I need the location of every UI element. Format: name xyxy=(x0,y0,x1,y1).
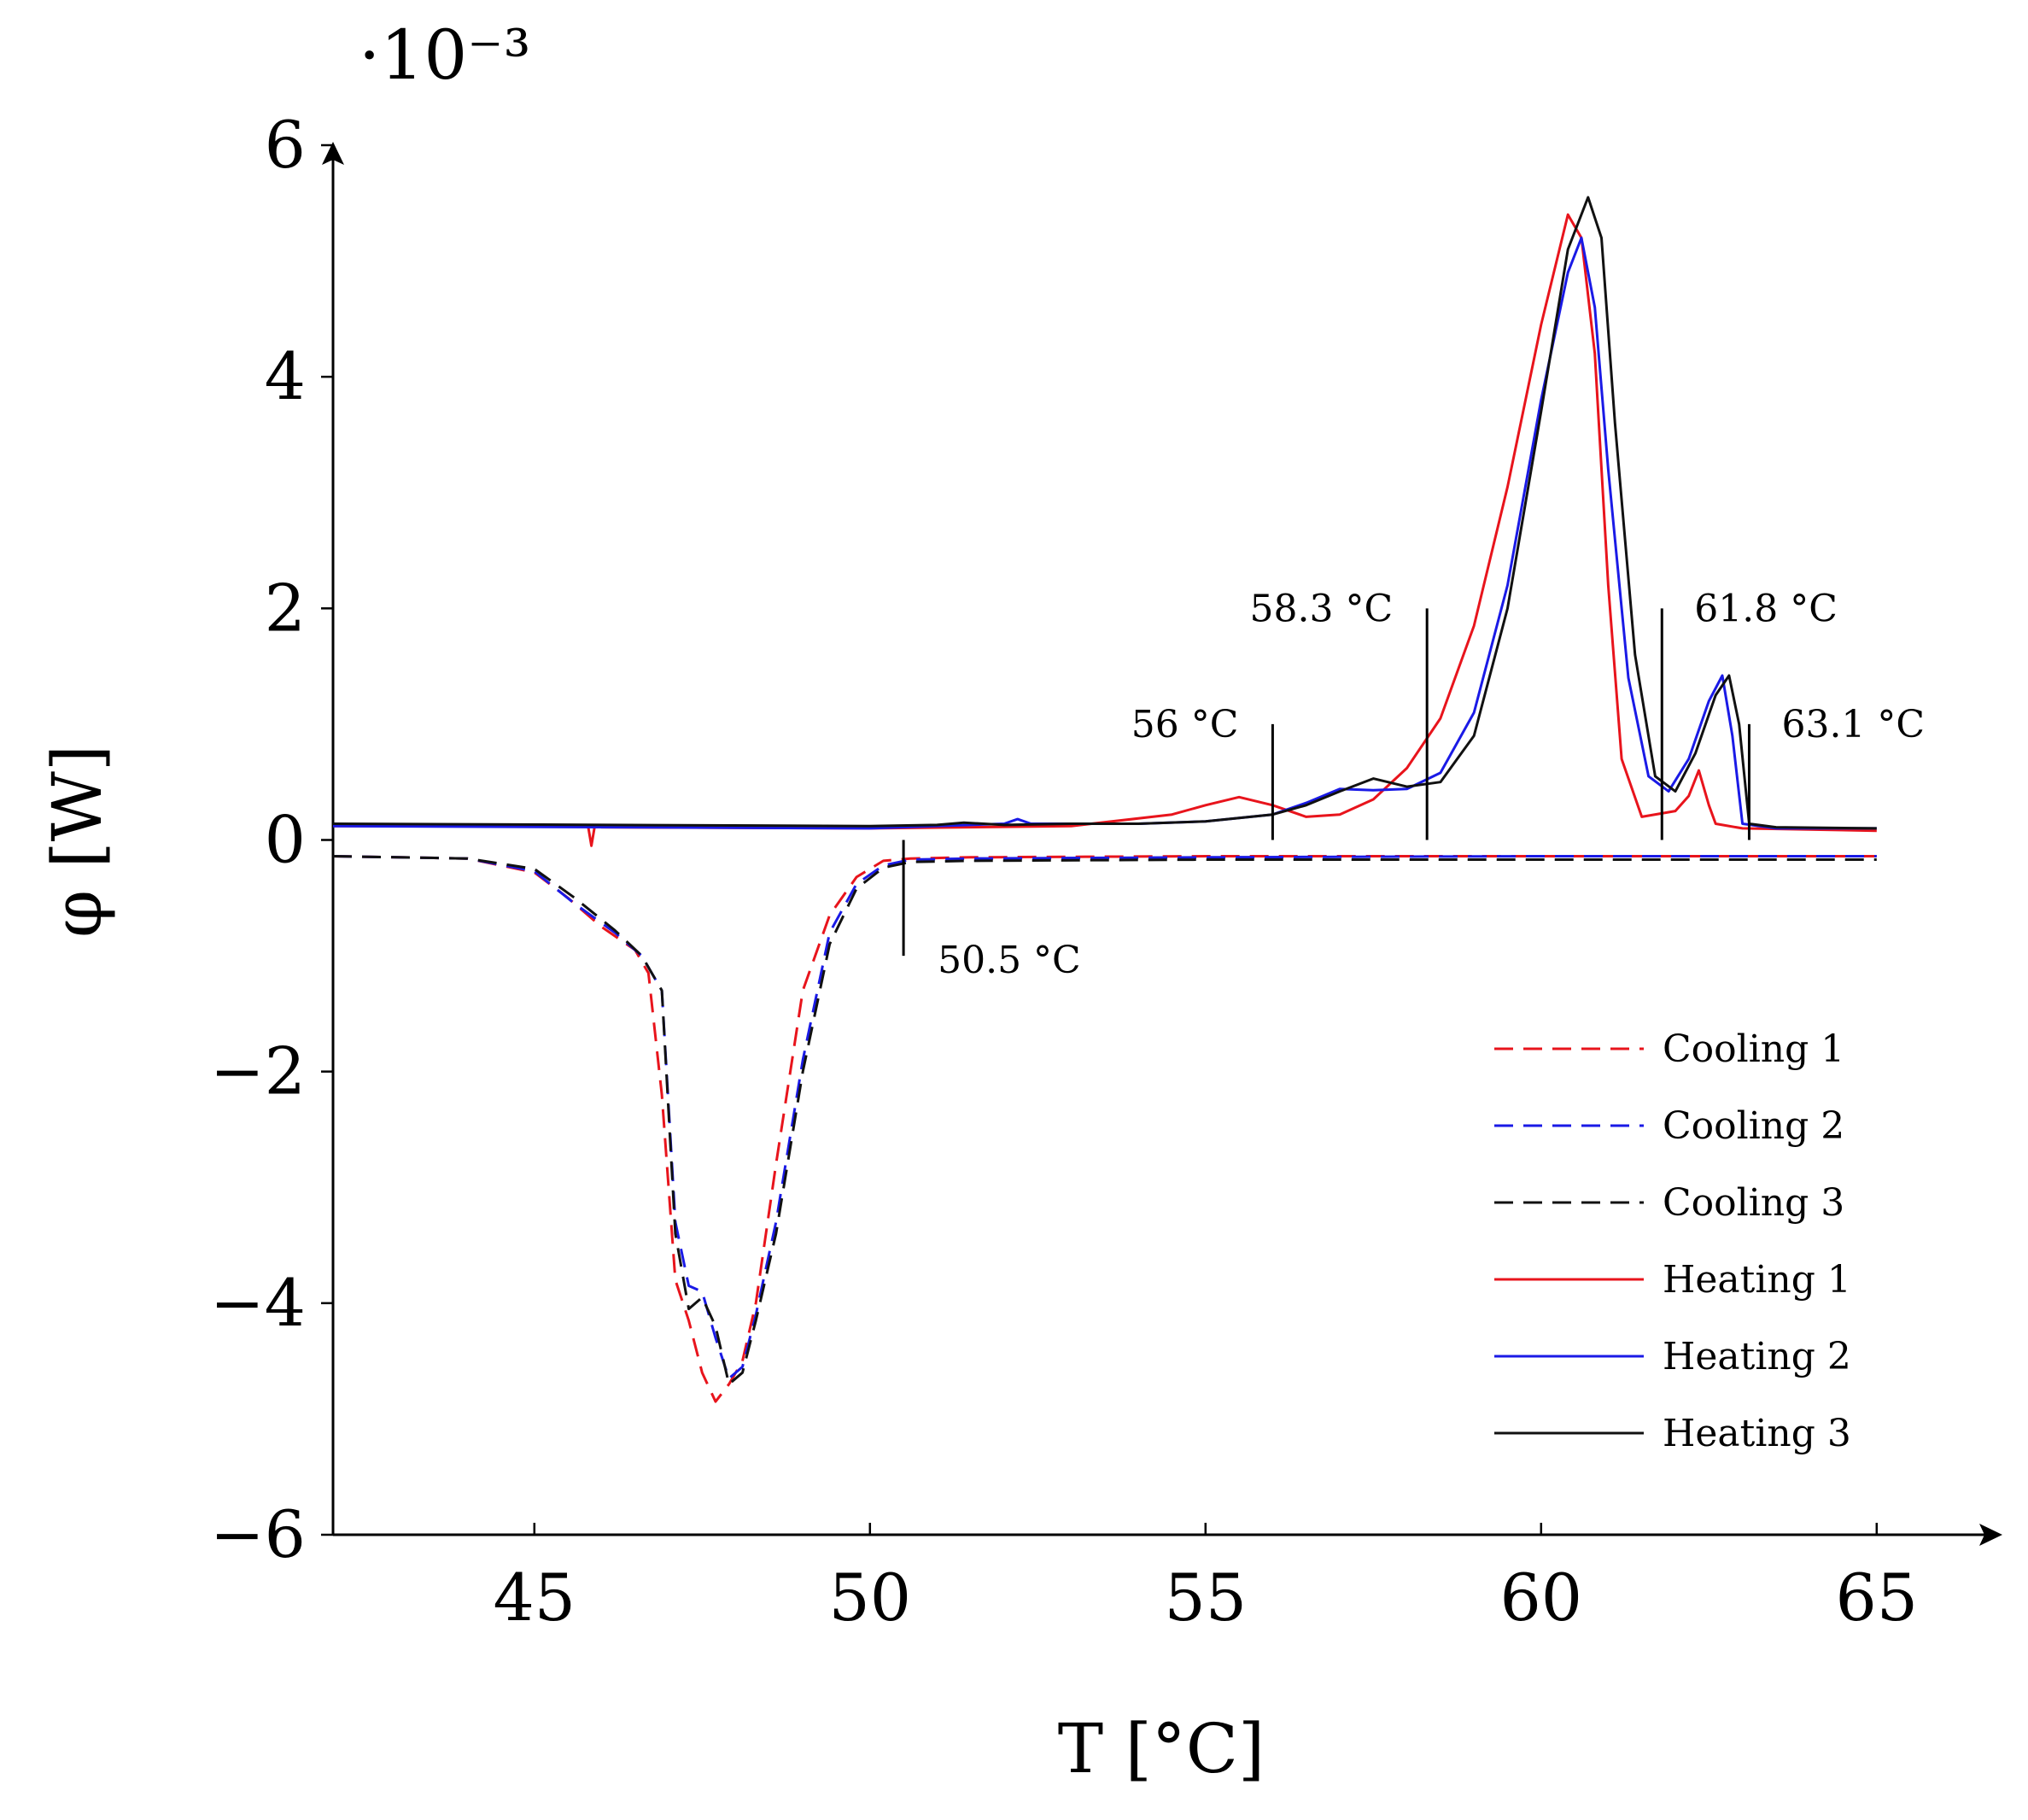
annotation-label: 63.1 °C xyxy=(1781,703,1925,746)
annotations: 50.5 °C 56 °C 58.3 °C 61.8 °C 63.1 °C xyxy=(902,587,1925,982)
axes xyxy=(322,142,2002,1546)
legend-label: Cooling 3 xyxy=(1663,1181,1844,1225)
legend-label: Heating 3 xyxy=(1663,1412,1851,1455)
y-tick-label: 4 xyxy=(265,338,306,414)
legend-label: Heating 1 xyxy=(1663,1258,1851,1302)
x-tick-label: 50 xyxy=(828,1560,911,1636)
legend: Cooling 1 Cooling 2 Cooling 3 Heating 1 Heat… xyxy=(1494,1027,1851,1455)
series-line-cooling-1 xyxy=(332,855,1877,1403)
x-axis-arrow xyxy=(1979,1524,2002,1546)
series-layer xyxy=(332,196,1877,1403)
legend-label: Cooling 1 xyxy=(1663,1027,1844,1071)
series-line-heating-1 xyxy=(333,213,1877,847)
y-tick-label: 2 xyxy=(265,570,306,646)
series-line-heating-2 xyxy=(332,237,1877,830)
series-line-heating-3 xyxy=(332,196,1877,830)
x-tick-label: 65 xyxy=(1835,1560,1918,1636)
annotation-label: 61.8 °C xyxy=(1694,587,1838,630)
x-tick-label: 55 xyxy=(1164,1560,1247,1636)
x-tick-label: 45 xyxy=(493,1560,576,1636)
annotation-label: 50.5 °C xyxy=(938,939,1081,982)
annotation-label: 58.3 °C xyxy=(1250,587,1394,630)
y-tick-label: −2 xyxy=(210,1033,306,1109)
series-line-cooling-2 xyxy=(332,855,1877,1380)
x-ticks: 45 50 55 60 65 xyxy=(493,1523,1918,1636)
annotation-label: 56 °C xyxy=(1131,703,1239,746)
y-tick-label: −4 xyxy=(210,1265,306,1341)
legend-label: Heating 2 xyxy=(1663,1335,1851,1378)
y-tick-label: 0 xyxy=(265,802,306,878)
x-tick-label: 60 xyxy=(1499,1560,1582,1636)
legend-label: Cooling 2 xyxy=(1663,1104,1844,1148)
y-tick-label: 6 xyxy=(265,107,306,183)
y-axis-title: φ [W] xyxy=(38,745,117,938)
y-multiplier-label: ·10⁻³ xyxy=(359,15,531,95)
x-axis-title: T [°C] xyxy=(1058,1709,1265,1788)
y-ticks: −6 −4 −2 0 2 4 6 xyxy=(210,107,333,1572)
y-axis-arrow xyxy=(322,142,344,165)
y-tick-label: −6 xyxy=(210,1496,306,1572)
series-line-cooling-3 xyxy=(332,855,1877,1386)
